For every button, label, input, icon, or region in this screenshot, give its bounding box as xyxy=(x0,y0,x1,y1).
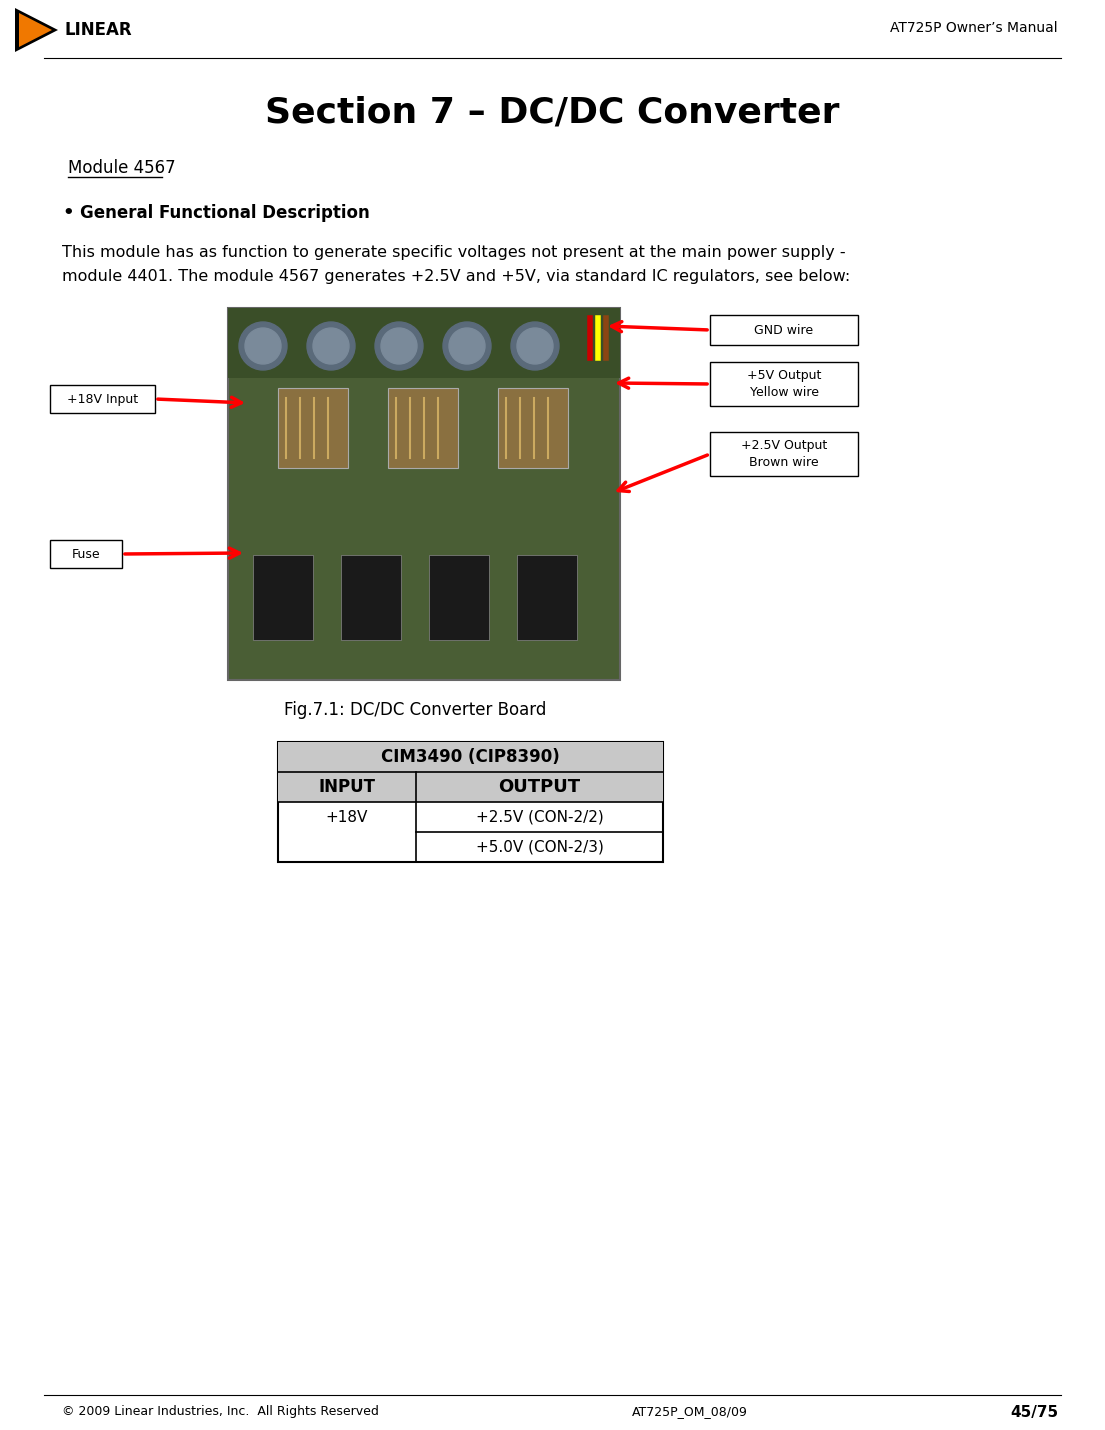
Polygon shape xyxy=(15,9,57,51)
Bar xyxy=(278,388,348,468)
Bar xyxy=(278,742,663,772)
Text: AT725P Owner’s Manual: AT725P Owner’s Manual xyxy=(891,21,1057,34)
Text: +5.0V (CON-2/3): +5.0V (CON-2/3) xyxy=(475,839,603,855)
Bar xyxy=(278,772,663,802)
Text: +18V Input: +18V Input xyxy=(67,392,138,406)
Text: +18V: +18V xyxy=(326,809,368,825)
Text: Fuse: Fuse xyxy=(72,548,101,561)
Circle shape xyxy=(239,322,287,370)
Circle shape xyxy=(375,322,423,370)
Circle shape xyxy=(381,327,417,365)
Text: Module 4567: Module 4567 xyxy=(69,159,176,177)
Bar xyxy=(253,555,313,641)
Circle shape xyxy=(313,327,349,365)
Bar xyxy=(278,742,663,862)
Text: OUTPUT: OUTPUT xyxy=(498,778,580,797)
Text: GND wire: GND wire xyxy=(755,323,813,336)
Text: •: • xyxy=(62,204,74,222)
Text: This module has as function to generate specific voltages not present at the mai: This module has as function to generate … xyxy=(62,245,845,259)
Bar xyxy=(50,385,155,413)
Bar xyxy=(711,432,857,476)
Text: +2.5V (CON-2/2): +2.5V (CON-2/2) xyxy=(475,809,603,825)
Bar xyxy=(50,541,122,568)
Text: © 2009 Linear Industries, Inc.  All Rights Reserved: © 2009 Linear Industries, Inc. All Right… xyxy=(62,1406,379,1419)
Text: 45/75: 45/75 xyxy=(1010,1404,1057,1420)
Bar xyxy=(711,315,857,345)
Circle shape xyxy=(443,322,491,370)
Bar xyxy=(228,307,620,681)
Bar xyxy=(228,307,620,378)
Bar xyxy=(341,555,401,641)
Circle shape xyxy=(245,327,281,365)
Bar xyxy=(429,555,490,641)
Text: +2.5V Output
Brown wire: +2.5V Output Brown wire xyxy=(740,439,828,469)
Bar xyxy=(517,555,577,641)
Circle shape xyxy=(449,327,485,365)
Circle shape xyxy=(307,322,355,370)
Polygon shape xyxy=(19,13,52,47)
Text: module 4401. The module 4567 generates +2.5V and +5V, via standard IC regulators: module 4401. The module 4567 generates +… xyxy=(62,269,850,283)
Text: INPUT: INPUT xyxy=(318,778,376,797)
Text: Section 7 – DC/DC Converter: Section 7 – DC/DC Converter xyxy=(265,94,840,129)
Bar xyxy=(498,388,568,468)
Text: +5V Output
Yellow wire: +5V Output Yellow wire xyxy=(747,369,821,399)
Text: CIM3490 (CIP8390): CIM3490 (CIP8390) xyxy=(381,748,560,766)
Text: LINEAR: LINEAR xyxy=(65,21,133,39)
Text: AT725P_OM_08/09: AT725P_OM_08/09 xyxy=(632,1406,748,1419)
Circle shape xyxy=(517,327,552,365)
Bar xyxy=(711,362,857,406)
Bar xyxy=(388,388,457,468)
Text: Fig.7.1: DC/DC Converter Board: Fig.7.1: DC/DC Converter Board xyxy=(284,701,546,719)
Text: General Functional Description: General Functional Description xyxy=(80,204,370,222)
Circle shape xyxy=(511,322,559,370)
